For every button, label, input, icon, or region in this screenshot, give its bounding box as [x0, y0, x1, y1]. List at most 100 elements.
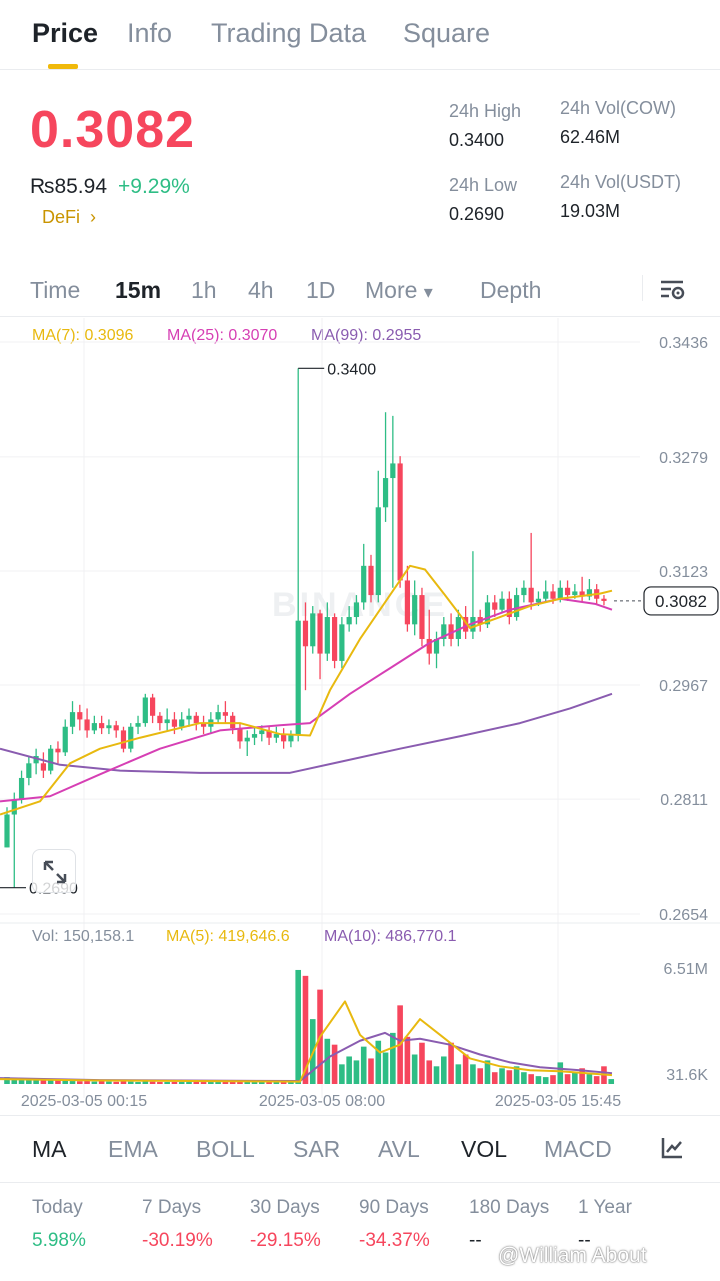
candle-body — [222, 712, 228, 716]
high-marker-label: 0.3400 — [327, 361, 376, 378]
volume-bar — [470, 1064, 476, 1084]
price-tick-label: 0.3279 — [659, 450, 708, 467]
volume-bar — [149, 1081, 156, 1084]
indicator-vol[interactable]: VOL — [461, 1136, 508, 1162]
candle-body — [295, 620, 301, 736]
price-tick-label: 0.2967 — [659, 678, 708, 695]
indicator-avl[interactable]: AVL — [378, 1136, 420, 1162]
time-axis-label: 2025-03-05 08:00 — [259, 1093, 385, 1110]
indicator-ma[interactable]: MA — [32, 1136, 67, 1162]
tab-price[interactable]: Price — [32, 18, 99, 48]
volume-bar — [120, 1081, 127, 1084]
candle-body — [361, 565, 367, 603]
expand-chart-button[interactable] — [32, 849, 76, 893]
indicator-ema[interactable]: EMA — [108, 1136, 158, 1162]
candle-body — [397, 463, 403, 581]
candle-body — [99, 723, 105, 729]
stat-24h-vol-base-value: 62.46M — [560, 127, 621, 147]
interval-bar: Time 15m 1h 4h 1D More ▾ Depth — [0, 265, 720, 317]
caret-down-icon: ▾ — [423, 282, 433, 302]
candle-body — [470, 617, 476, 632]
stat-24h-vol-quote-label: 24h Vol(USDT) — [560, 172, 682, 192]
volume-bar — [375, 1040, 382, 1084]
perf-90d-label: 90 Days — [359, 1197, 429, 1218]
price-tick-label: 0.2654 — [659, 907, 708, 924]
perf-180d-label: 180 Days — [469, 1197, 550, 1218]
ma7-line — [0, 564, 613, 816]
candle-body — [48, 748, 54, 771]
interval-time[interactable]: Time — [30, 277, 81, 303]
volume-bar — [579, 1068, 585, 1084]
vol-ma10-legend: MA(10): 486,770.1 — [324, 928, 457, 945]
candle-body — [193, 715, 199, 724]
perf-30d-label: 30 Days — [250, 1197, 320, 1218]
candle-body — [157, 715, 163, 724]
interval-1h[interactable]: 1h — [191, 277, 217, 303]
perf-90d-value: -34.37% — [359, 1230, 430, 1251]
indicator-boll[interactable]: BOLL — [196, 1136, 255, 1162]
candle-body — [171, 719, 178, 727]
volume-bar — [368, 1058, 374, 1084]
candle-body — [412, 595, 418, 625]
candle-body — [586, 589, 592, 597]
candle-body — [106, 725, 112, 729]
volume-bar — [557, 1062, 564, 1084]
candle-body — [26, 763, 32, 778]
volume-bar — [280, 1081, 287, 1084]
volume-bar — [259, 1082, 265, 1084]
candle-body — [215, 712, 221, 720]
candle-body — [4, 814, 10, 848]
volume-bar — [288, 1082, 294, 1084]
volume-bar — [200, 1082, 207, 1084]
interval-1d[interactable]: 1D — [306, 277, 336, 303]
candle-body — [601, 598, 607, 601]
candlestick-chart[interactable]: BINANCE 0.34360.32790.31230.29670.28110.… — [0, 318, 720, 1114]
candle-body — [324, 617, 330, 654]
volume-bar — [215, 1082, 221, 1084]
tab-info[interactable]: Info — [127, 18, 173, 48]
candle-body — [11, 799, 17, 815]
indicator-sar[interactable]: SAR — [293, 1136, 341, 1162]
candle-body — [521, 587, 527, 596]
candle-body — [353, 602, 360, 618]
candle-body — [40, 763, 46, 771]
perf-7d-value: -30.19% — [142, 1230, 213, 1251]
candle-body — [557, 587, 563, 599]
indicator-macd[interactable]: MACD — [544, 1136, 612, 1162]
category-tag[interactable]: DeFi › — [42, 207, 96, 228]
candle-body — [368, 565, 374, 596]
volume-bar — [593, 1076, 600, 1084]
indicator-bar: MA EMA BOLL SAR AVL VOL MACD — [0, 1115, 720, 1183]
stat-24h-high-value: 0.3400 — [449, 130, 505, 150]
indicator-settings-icon[interactable] — [660, 1136, 684, 1160]
candle-body — [346, 617, 352, 625]
tab-trading-data[interactable]: Trading Data — [211, 18, 367, 48]
tab-square[interactable]: Square — [403, 18, 491, 48]
last-price-badge — [643, 586, 719, 616]
candle-body — [69, 712, 76, 727]
interval-depth[interactable]: Depth — [480, 277, 542, 303]
volume-bar — [491, 1072, 498, 1084]
price-change-percent: +9.29% — [118, 175, 190, 198]
volume-bar — [535, 1076, 542, 1084]
perf-1y-value: -- — [578, 1230, 591, 1251]
volume-bar — [455, 1064, 462, 1084]
top-tab-bar: Price Info Trading Data Square — [0, 0, 720, 70]
volume-bar — [69, 1081, 76, 1084]
candle-body — [62, 726, 68, 753]
candle-body — [528, 587, 534, 603]
interval-4h[interactable]: 4h — [248, 277, 274, 303]
chart-settings-icon[interactable] — [658, 277, 686, 303]
volume-bar — [433, 1066, 440, 1084]
price-tick-label: 0.3123 — [659, 564, 708, 581]
volume-bar — [419, 1042, 425, 1084]
candle-body — [332, 617, 338, 661]
vol-ma5-line — [0, 1000, 613, 1083]
volume-bar — [11, 1078, 18, 1084]
interval-15m[interactable]: 15m — [115, 277, 162, 303]
candle-body — [18, 777, 25, 800]
candle-body — [302, 620, 309, 647]
interval-more[interactable]: More ▾ — [365, 277, 433, 304]
volume-bar — [572, 1072, 578, 1084]
